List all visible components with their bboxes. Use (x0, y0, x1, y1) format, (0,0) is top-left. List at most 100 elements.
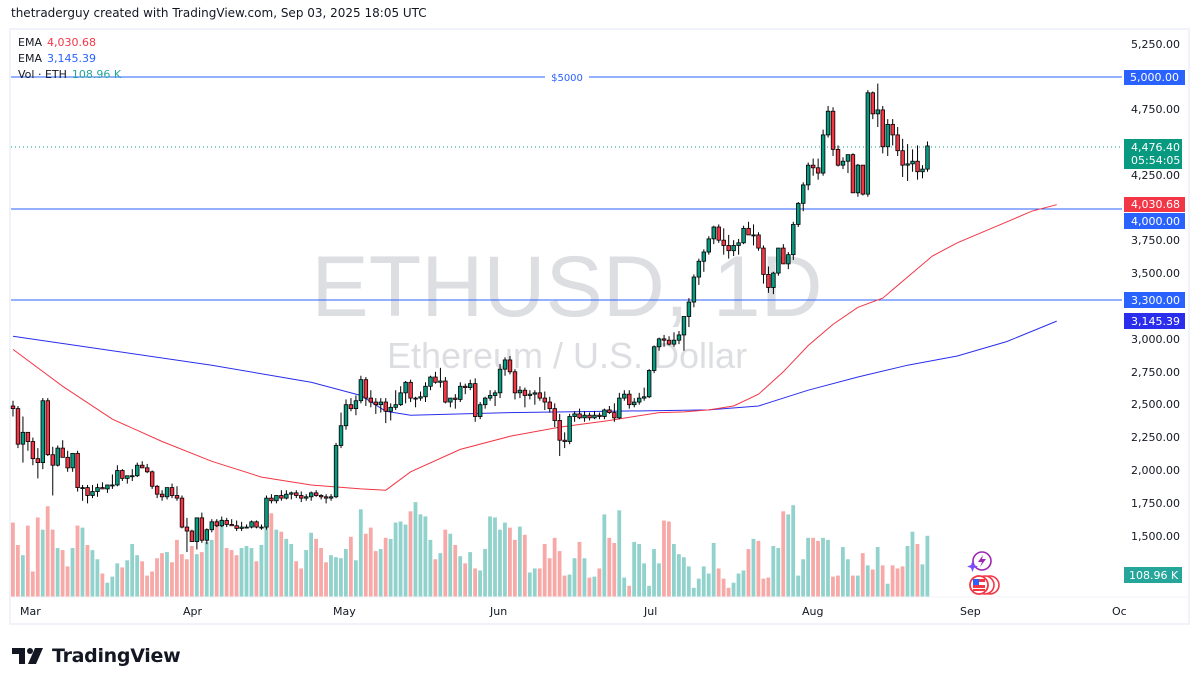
volume-bar (175, 539, 179, 597)
candle (706, 236, 711, 255)
candle (328, 494, 334, 501)
candle (274, 495, 279, 504)
candle (622, 390, 627, 401)
volume-bar (244, 546, 249, 597)
candle (55, 445, 60, 467)
candle (428, 375, 433, 391)
volume-bar (319, 548, 323, 597)
ema-fast-line[interactable] (12, 204, 1057, 491)
volume-bar (343, 549, 348, 597)
candle (313, 490, 319, 497)
volume-bar (786, 514, 791, 597)
candle (463, 383, 468, 395)
volume-bar (686, 566, 691, 597)
volume-bar (383, 537, 388, 597)
volume-bar (696, 578, 701, 597)
volume-bar (179, 554, 184, 597)
volume-bar (264, 509, 269, 597)
candle (741, 225, 746, 245)
candle (806, 162, 811, 191)
price-axis[interactable]: 5,250.00 4,750.00 4,250.00 3,750.00 3,500.00… (1131, 38, 1180, 543)
tradingview-brand-text: TradingView (52, 645, 181, 667)
candle (756, 232, 761, 251)
volume-bar (875, 547, 880, 597)
volume-bar (701, 566, 706, 597)
volume-bar (125, 560, 130, 597)
candle (701, 249, 707, 272)
volume-bar (35, 517, 40, 597)
volume-bar (155, 558, 159, 597)
legend-ema-fast[interactable]: EMA 4,030.68 (18, 35, 121, 51)
candle (358, 375, 364, 404)
tag-level-5000-text: 5,000.00 (1130, 71, 1179, 84)
time-axis[interactable]: Mar Apr May Jun Jul Aug Sep Oc (20, 605, 1127, 618)
candle (900, 138, 905, 178)
lightning-event-icon[interactable] (967, 551, 992, 572)
candle (845, 154, 851, 174)
volume-bar (229, 550, 234, 597)
candle (761, 245, 766, 284)
tag-ema-slow-text: 3,145.39 (1131, 315, 1180, 328)
candle (100, 482, 105, 490)
candle (492, 390, 498, 406)
candle (925, 141, 930, 172)
level-label-5000: $5000 (551, 73, 583, 84)
volume-bar (527, 572, 532, 597)
candle (398, 386, 403, 406)
candle (318, 494, 324, 500)
volume-bar (418, 514, 423, 597)
volume-bar (880, 565, 885, 597)
candle (895, 127, 900, 156)
candle (368, 390, 374, 408)
volume-bar (672, 543, 676, 597)
candle (60, 440, 65, 458)
volume-bar (458, 556, 463, 597)
time-tick-label: Mar (20, 605, 41, 618)
event-markers (967, 551, 1000, 595)
time-tick-label: May (333, 605, 356, 618)
us-flag-event-icon[interactable] (969, 575, 1000, 595)
volume-bar (90, 550, 95, 597)
candle (403, 380, 408, 404)
volume-bar (194, 554, 199, 597)
candle (343, 399, 349, 430)
candle (40, 398, 46, 470)
candle (194, 517, 200, 550)
candle (363, 377, 369, 406)
volume-bar (905, 546, 910, 597)
candle (229, 519, 234, 527)
volume-bar (334, 557, 338, 597)
volume-bar (667, 521, 671, 597)
volume-bar (130, 543, 135, 597)
tradingview-logo[interactable]: TradingView (12, 645, 181, 667)
volume-bar (711, 542, 716, 597)
legend-ema-slow[interactable]: EMA 3,145.39 (18, 51, 121, 67)
volume-bar (80, 527, 85, 597)
candle (791, 221, 796, 260)
time-tick-label: Jul (643, 605, 657, 618)
volume-bar (339, 558, 343, 597)
volume-bar (756, 540, 761, 597)
legend-volume[interactable]: Vol · ETH 108.96 K (18, 67, 121, 83)
tag-level-3300 (1124, 292, 1185, 308)
candle (308, 491, 314, 501)
volume-bar (816, 540, 820, 597)
volume-bar (478, 570, 482, 597)
tag-level-3300-text: 3,300.00 (1131, 294, 1180, 307)
candle (348, 398, 354, 412)
volume-bar (831, 576, 835, 597)
volume-bar (184, 559, 189, 597)
volume-bar (259, 544, 264, 597)
volume-bar (662, 520, 666, 597)
candle (830, 107, 836, 156)
candle (666, 336, 672, 346)
candle (587, 412, 592, 421)
candle (711, 225, 716, 245)
candle (130, 469, 135, 482)
tag-ema-fast-text: 4,030.68 (1131, 198, 1180, 211)
candle (482, 396, 488, 409)
chart-frame[interactable] (9, 28, 1190, 625)
volume-bar (85, 544, 90, 597)
candle (264, 495, 269, 530)
